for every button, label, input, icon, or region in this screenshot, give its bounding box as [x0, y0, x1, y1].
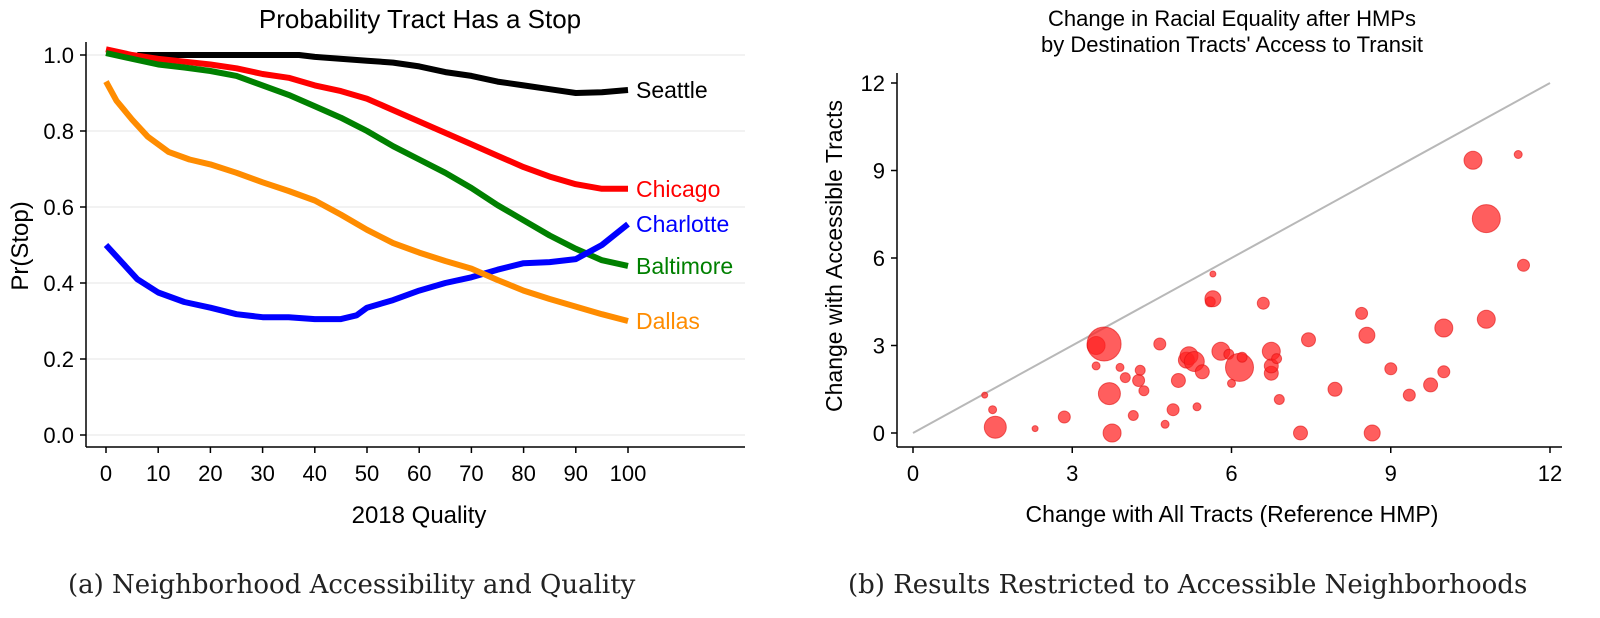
- x-tick-label: 100: [610, 461, 647, 486]
- scatter-point: [1102, 423, 1122, 443]
- x-tick-label: 60: [407, 461, 431, 486]
- x-tick-label: 70: [459, 461, 483, 486]
- x-tick-label: 0: [907, 461, 919, 486]
- scatter-point: [1057, 410, 1071, 424]
- scatter-point: [1434, 318, 1454, 338]
- scatter-point: [1097, 382, 1121, 406]
- line-chart: Probability Tract Has a Stop 2018 Qualit…: [7, 4, 745, 529]
- y-tick-label: 0.4: [43, 271, 74, 296]
- scatter-point: [981, 391, 989, 399]
- scatter-point: [1513, 150, 1523, 159]
- scatter-point: [1273, 394, 1285, 405]
- scatter-point: [1091, 361, 1101, 371]
- y-tick-label: 0.8: [43, 119, 74, 144]
- scatter-chart-panel: Change in Racial Equality after HMPs by …: [800, 0, 1600, 560]
- x-tick-label: 12: [1538, 461, 1562, 486]
- chart-title: Probability Tract Has a Stop: [259, 4, 581, 34]
- scatter-point: [1170, 373, 1186, 388]
- y-tick-label: 9: [873, 159, 885, 184]
- x-tick-label: 40: [303, 461, 327, 486]
- y-tick-label: 0.6: [43, 195, 74, 220]
- series-line-chicago: [105, 46, 628, 192]
- x-tick-label: 90: [564, 461, 588, 486]
- scatter-point: [1437, 365, 1451, 379]
- x-tick-label: 20: [198, 461, 222, 486]
- scatter-point: [1236, 351, 1248, 363]
- x-tick-label: 6: [1225, 461, 1237, 486]
- scatter-point: [1166, 403, 1180, 417]
- x-tick-label: 9: [1385, 461, 1397, 486]
- y-tick-label: 0.0: [43, 423, 74, 448]
- series-label-baltimore: Baltimore: [636, 253, 733, 279]
- scatter-point: [988, 405, 998, 415]
- series-line-charlotte: [103, 221, 630, 323]
- x-tick-label: 3: [1066, 461, 1078, 486]
- series-label-seattle: Seattle: [636, 77, 708, 103]
- y-tick-label: 0: [873, 421, 885, 446]
- line-chart-panel: Probability Tract Has a Stop 2018 Qualit…: [0, 0, 790, 560]
- series-label-dallas: Dallas: [636, 308, 700, 334]
- chart-title: Change in Racial Equality after HMPs: [1048, 6, 1416, 31]
- x-tick-label: 80: [511, 461, 535, 486]
- scatter-point: [1119, 372, 1131, 384]
- scatter-point: [1363, 424, 1381, 442]
- x-tick-label: 50: [355, 461, 379, 486]
- y-axis-label: Pr(Stop): [7, 201, 34, 290]
- series-line-baltimore: [105, 50, 629, 269]
- scatter-point: [1476, 309, 1496, 329]
- scatter-point: [1204, 290, 1222, 308]
- scatter-point: [1134, 364, 1146, 376]
- y-tick-label: 6: [873, 246, 885, 271]
- scatter-point: [1209, 270, 1217, 278]
- scatter-point: [1463, 150, 1483, 170]
- y-tick-label: 12: [861, 71, 885, 96]
- scatter-point: [1402, 388, 1416, 402]
- scatter-point: [1358, 326, 1376, 344]
- x-tick-label: 10: [146, 461, 170, 486]
- y-tick-label: 3: [873, 334, 885, 359]
- scatter-point: [1115, 362, 1125, 372]
- x-axis-label: 2018 Quality: [352, 502, 487, 529]
- scatter-point: [1194, 364, 1210, 380]
- series-line-dallas: [103, 80, 629, 324]
- x-tick-label: 30: [250, 461, 274, 486]
- scatter-point: [1301, 332, 1316, 348]
- y-tick-label: 0.2: [43, 347, 74, 372]
- scatter-point: [1327, 381, 1343, 397]
- scatter-point: [1471, 204, 1501, 234]
- chart-subtitle: by Destination Tracts' Access to Transit: [1041, 32, 1423, 57]
- scatter-point: [1293, 425, 1308, 441]
- scatter-point: [1256, 296, 1270, 310]
- scatter-point: [1138, 385, 1150, 397]
- x-axis-label: Change with All Tracts (Reference HMP): [1026, 501, 1439, 527]
- scatter-point: [1271, 353, 1283, 365]
- series-line-seattle: [137, 52, 629, 96]
- scatter-point: [1423, 377, 1439, 393]
- scatter-point: [1384, 362, 1398, 376]
- series-label-charlotte: Charlotte: [636, 211, 729, 237]
- scatter-point: [1031, 425, 1039, 433]
- scatter-point: [1355, 306, 1369, 320]
- scatter-point: [1160, 419, 1170, 429]
- scatter-point: [983, 415, 1007, 439]
- scatter-chart: Change in Racial Equality after HMPs by …: [821, 6, 1562, 527]
- scatter-point: [1132, 374, 1146, 387]
- series-label-chicago: Chicago: [636, 176, 720, 202]
- scatter-point: [1153, 337, 1167, 351]
- figure-caption-b: (b) Results Restricted to Accessible Nei…: [848, 570, 1528, 600]
- scatter-point: [1192, 402, 1202, 412]
- scatter-point: [1086, 326, 1122, 362]
- scatter-point: [1127, 410, 1139, 421]
- x-tick-label: 0: [100, 461, 112, 486]
- y-tick-label: 1.0: [43, 43, 74, 68]
- y-axis-label: Change with Accessible Tracts: [821, 100, 847, 412]
- reference-line-45deg: [912, 82, 1551, 434]
- scatter-point: [1517, 258, 1530, 272]
- figure-caption-a: (a) Neighborhood Accessibility and Quali…: [68, 570, 636, 600]
